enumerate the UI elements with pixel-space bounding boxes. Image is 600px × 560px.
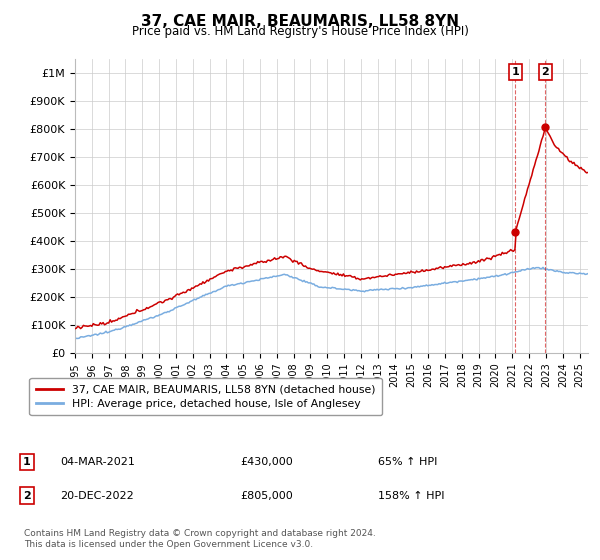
Text: 04-MAR-2021: 04-MAR-2021	[60, 457, 135, 467]
Text: 1: 1	[23, 457, 31, 467]
Text: 2: 2	[23, 491, 31, 501]
Text: 158% ↑ HPI: 158% ↑ HPI	[378, 491, 445, 501]
Text: 1: 1	[511, 67, 519, 77]
Text: Price paid vs. HM Land Registry's House Price Index (HPI): Price paid vs. HM Land Registry's House …	[131, 25, 469, 38]
Text: 20-DEC-2022: 20-DEC-2022	[60, 491, 134, 501]
Text: £805,000: £805,000	[240, 491, 293, 501]
Legend: 37, CAE MAIR, BEAUMARIS, LL58 8YN (detached house), HPI: Average price, detached: 37, CAE MAIR, BEAUMARIS, LL58 8YN (detac…	[29, 378, 382, 415]
Text: 2: 2	[542, 67, 550, 77]
Text: 37, CAE MAIR, BEAUMARIS, LL58 8YN: 37, CAE MAIR, BEAUMARIS, LL58 8YN	[141, 14, 459, 29]
Text: Contains HM Land Registry data © Crown copyright and database right 2024.
This d: Contains HM Land Registry data © Crown c…	[24, 529, 376, 549]
Text: £430,000: £430,000	[240, 457, 293, 467]
Text: 65% ↑ HPI: 65% ↑ HPI	[378, 457, 437, 467]
